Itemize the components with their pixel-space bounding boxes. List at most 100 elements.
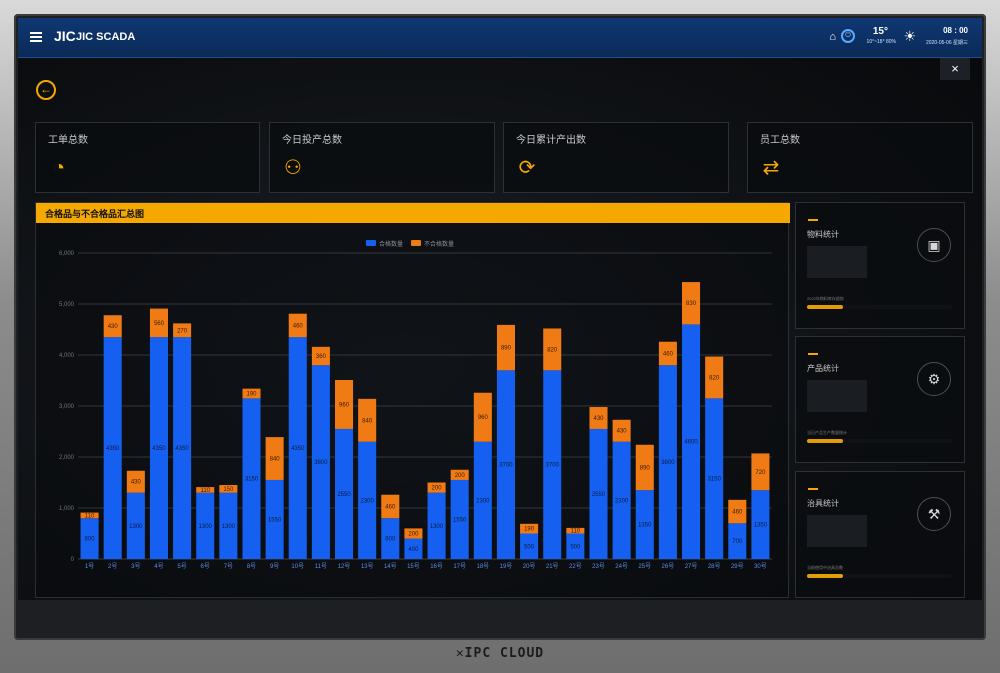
x-tick-label: 13号 — [361, 563, 374, 570]
data-label-qualified: 3800 — [661, 460, 675, 466]
stat-card-daily-output[interactable]: 今日累计产出数 ⟳ — [503, 122, 729, 193]
stat-card-employees[interactable]: 员工总数 ⇄ — [747, 122, 973, 193]
bar-qualified — [682, 324, 701, 559]
x-tick-label: 14号 — [384, 563, 397, 570]
bar-unqualified — [288, 313, 307, 338]
stacked-bar-chart: 0 1,000 2,000 3,000 4,000 5,000 6,000 合格数量 不合格数量… — [59, 240, 772, 570]
side-card-fixtures[interactable]: 治具统计 ⚒ 当前使用中治具总数 — [795, 471, 965, 598]
stat-card-daily-production[interactable]: 今日投产总数 ⚇ — [269, 122, 495, 193]
data-label-unqualified: 110 — [200, 488, 210, 494]
x-tick-label: 18号 — [476, 563, 489, 570]
side-card-products[interactable]: 产品统计 ⚙ 当日产品生产数量统计 — [795, 336, 965, 463]
data-label-unqualified: 150 — [223, 487, 234, 493]
bar-unqualified — [450, 469, 469, 480]
x-tick-label: 20号 — [523, 563, 536, 570]
x-tick-label: 12号 — [338, 563, 351, 570]
x-tick-label: 6号 — [201, 563, 210, 570]
bar-qualified — [496, 370, 515, 559]
temperature: 15° — [872, 26, 888, 37]
chart-title: 合格品与不合格品汇总图 — [45, 209, 145, 219]
bar-qualified — [196, 492, 215, 559]
x-tick-label: 4号 — [154, 563, 163, 570]
x-tick-label: 28号 — [708, 563, 721, 570]
data-label-qualified: 1300 — [129, 524, 143, 530]
progress-track — [807, 305, 952, 309]
data-label-qualified: 400 — [408, 547, 419, 553]
output-cycle-icon: ⟳ — [518, 157, 536, 179]
data-label-unqualified: 960 — [339, 402, 350, 408]
data-label-unqualified: 430 — [131, 480, 142, 486]
data-label-qualified: 1350 — [754, 523, 768, 529]
stat-label: 今日投产总数 — [282, 135, 342, 146]
phone-stats-icon: ▣ — [917, 228, 951, 262]
y-tick-label: 6,000 — [59, 251, 75, 257]
data-label-qualified: 3700 — [499, 463, 513, 469]
data-label-unqualified: 890 — [640, 465, 651, 471]
bar-unqualified — [358, 398, 377, 442]
x-tick-label: 11号 — [315, 563, 327, 570]
accent-line — [808, 353, 818, 355]
placeholder-block — [807, 380, 867, 412]
bar-qualified — [520, 533, 539, 559]
exchange-card-icon: ⇄ — [762, 157, 780, 179]
progress-fill — [807, 439, 844, 443]
bar-qualified — [450, 479, 469, 559]
data-label-unqualified: 560 — [154, 321, 165, 327]
back-icon[interactable]: ← — [36, 80, 56, 100]
data-label-qualified: 1550 — [453, 517, 467, 523]
bar-unqualified — [173, 323, 192, 338]
data-label-unqualified: 820 — [547, 347, 558, 353]
bar-unqualified — [335, 379, 354, 429]
data-label-unqualified: 190 — [246, 392, 257, 398]
production-gear-icon: ⚙ — [917, 362, 951, 396]
side-card-caption: 2022年物料库存趋势 — [807, 296, 844, 301]
data-label-unqualified: 840 — [362, 418, 373, 424]
close-button[interactable]: × — [940, 58, 970, 80]
bar-unqualified — [728, 499, 747, 524]
bar-qualified — [335, 428, 354, 559]
home-icon[interactable]: ⌂ — [829, 31, 836, 43]
data-label-qualified: 700 — [732, 539, 743, 545]
side-card-caption: 当前使用中治具总数 — [807, 565, 843, 570]
side-card-caption: 当日产品生产数量统计 — [807, 430, 847, 435]
accent-line — [808, 488, 818, 490]
bar-unqualified — [265, 437, 284, 480]
menu-icon[interactable] — [30, 32, 42, 42]
bar-unqualified — [566, 527, 585, 534]
bar-unqualified — [682, 282, 701, 325]
progress-track — [807, 574, 952, 578]
app-logo: JIC — [54, 28, 76, 44]
stat-label: 今日累计产出数 — [516, 135, 586, 146]
data-label-qualified: 2550 — [592, 492, 606, 498]
data-label-unqualified: 270 — [177, 328, 188, 334]
x-tick-label: 25号 — [638, 563, 651, 570]
data-label-qualified: 2300 — [476, 498, 490, 504]
x-tick-label: 2号 — [108, 563, 117, 570]
x-tick-label: 1号 — [85, 563, 94, 570]
bar-qualified — [381, 518, 400, 559]
data-label-qualified: 3150 — [245, 477, 259, 483]
y-tick-label: 3,000 — [59, 404, 75, 410]
x-tick-label: 9号 — [270, 563, 279, 570]
power-icon[interactable]: ⏻ — [841, 29, 855, 43]
data-label-unqualified: 430 — [593, 416, 604, 422]
legend-label-qualified: 合格数量 — [379, 240, 403, 248]
bar-unqualified — [149, 308, 168, 338]
side-card-materials[interactable]: 物料统计 ▣ 2022年物料库存趋势 — [795, 202, 965, 329]
top-bar: JIC JIC SCADA ⌂ ⏻ 15° 10°~18° 80% ☀ 08 :… — [18, 18, 982, 58]
accent-line — [808, 219, 818, 221]
data-label-unqualified: 460 — [385, 504, 396, 510]
bar-qualified — [311, 365, 330, 559]
bar-qualified — [404, 538, 423, 559]
bar-qualified — [80, 518, 99, 559]
x-tick-label: 21号 — [546, 563, 559, 570]
data-label-unqualified: 840 — [270, 457, 281, 463]
bar-qualified — [589, 428, 608, 559]
chart-panel: 合格品与不合格品汇总图 0 1,000 2,000 3,000 4,000 5,000 6,… — [35, 202, 790, 598]
data-label-unqualified: 200 — [432, 486, 443, 492]
bar-unqualified — [311, 346, 330, 366]
screen: JIC JIC SCADA ⌂ ⏻ 15° 10°~18° 80% ☀ 08 :… — [18, 18, 982, 600]
bar-qualified — [126, 492, 145, 559]
data-label-unqualified: 360 — [316, 354, 327, 360]
stat-card-work-orders[interactable]: 工单总数 ◔ — [35, 122, 260, 193]
